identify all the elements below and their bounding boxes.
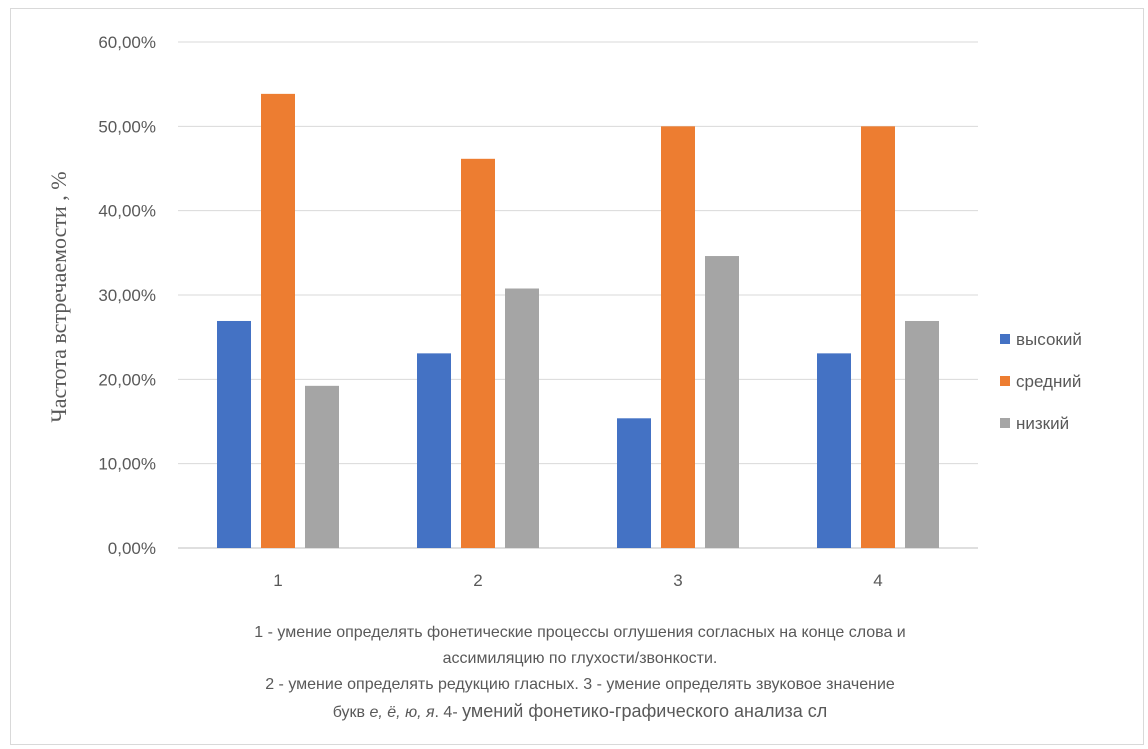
y-tick-label: 30,00% [98, 286, 156, 305]
y-tick-label: 60,00% [98, 33, 156, 52]
caption-line-4-start: букв [332, 704, 370, 721]
legend-label: средний [1016, 372, 1081, 391]
y-tick-label: 20,00% [98, 370, 156, 389]
y-tick-label: 0,00% [108, 539, 156, 558]
legend-label: высокий [1016, 330, 1082, 349]
bar-низкий-4 [905, 320, 939, 548]
x-tick-label: 2 [473, 571, 482, 590]
chart-frame [10, 8, 1144, 745]
chart-caption: 1 - умение определять фонетические проце… [60, 620, 1100, 726]
x-tick-label: 3 [673, 571, 682, 590]
x-tick-label: 4 [873, 571, 882, 590]
bar-низкий-2 [505, 288, 539, 548]
caption-line-4: букв е, ё, ю, я. 4- умений фонетико-граф… [60, 698, 1100, 726]
legend-swatch [1000, 334, 1010, 344]
caption-line-4-mid: . 4- [434, 704, 463, 721]
legend: высокий средний низкий [1000, 330, 1082, 433]
legend-swatch [1000, 418, 1010, 428]
x-tick-labels: 1 2 3 4 [273, 571, 882, 590]
y-tick-label: 40,00% [98, 202, 156, 221]
y-tick-labels: 0,00% 10,00% 20,00% 30,00% 40,00% 50,00% 60,00… [98, 33, 156, 558]
caption-letters: е, ё, ю, я [369, 704, 435, 721]
bars [217, 93, 939, 549]
y-tick-label: 10,00% [98, 455, 156, 474]
legend-swatch [1000, 376, 1010, 386]
y-axis-label: Частота встречаемости , % [46, 171, 71, 422]
bar-высокий-4 [817, 353, 851, 548]
bar-высокий-1 [217, 320, 251, 548]
bar-высокий-3 [617, 418, 651, 548]
bar-средний-1 [261, 93, 295, 549]
x-tick-label: 1 [273, 571, 282, 590]
caption-line-3: 2 - умение определять редукцию гласных. … [265, 676, 895, 693]
bar-низкий-3 [705, 256, 739, 548]
bar-высокий-2 [417, 353, 451, 548]
caption-line-2: ассимиляцию по глухости/звонкости. [442, 650, 718, 667]
gridlines [178, 41, 978, 549]
bar-средний-3 [661, 126, 695, 548]
caption-line-4-end: умений фонетико-графического анализа сл [462, 701, 828, 721]
legend-label: низкий [1016, 414, 1069, 433]
caption-line-1: 1 - умение определять фонетические проце… [254, 624, 906, 641]
y-tick-label: 50,00% [98, 117, 156, 136]
bar-средний-2 [461, 158, 495, 548]
bar-средний-4 [861, 126, 895, 548]
bar-низкий-1 [305, 385, 339, 548]
